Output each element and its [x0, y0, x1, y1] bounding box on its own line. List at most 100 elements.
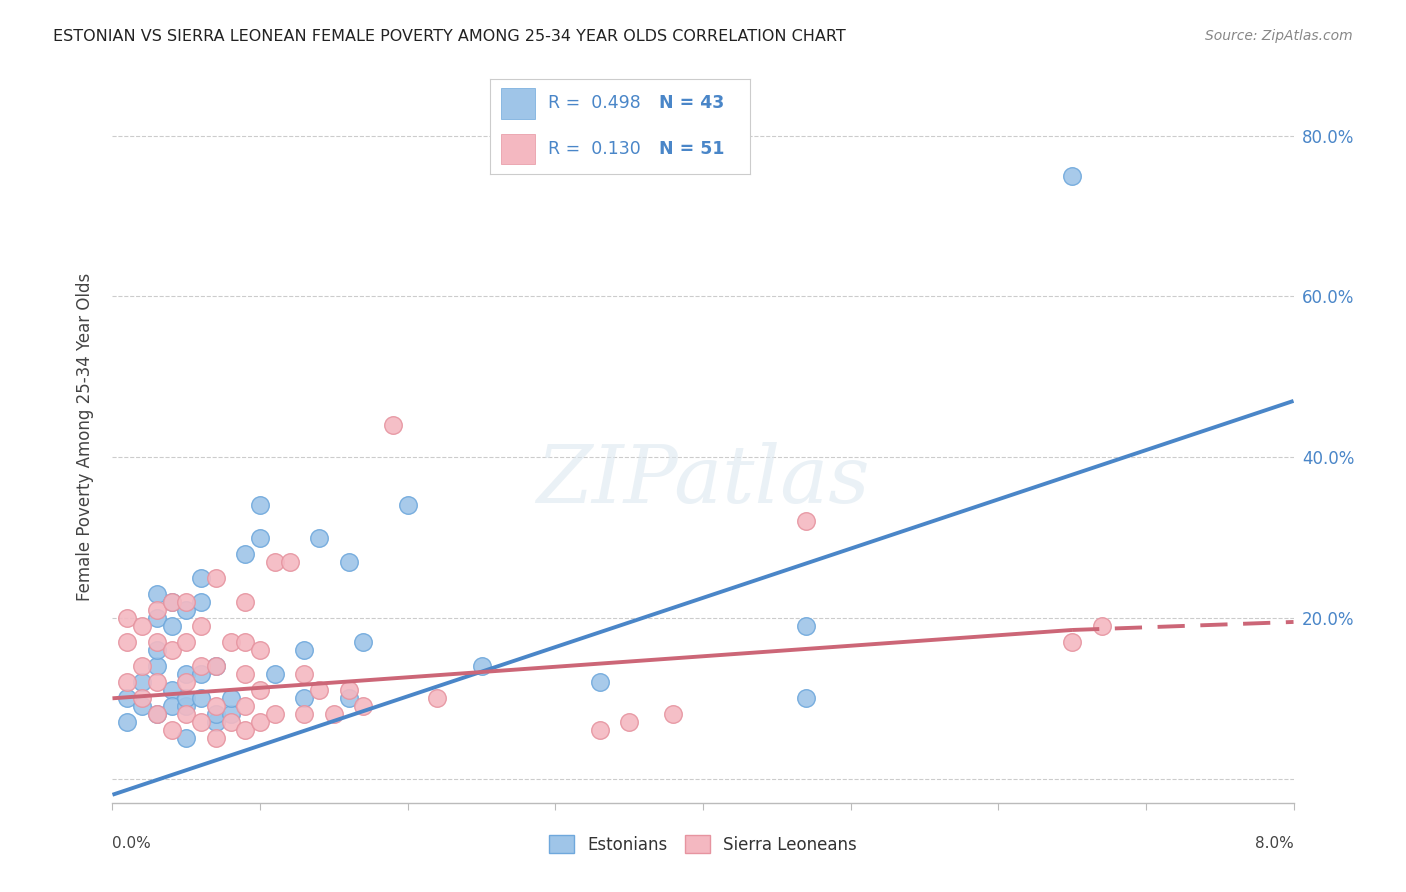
Point — [233, 723, 256, 738]
Y-axis label: Female Poverty Among 25-34 Year Olds: Female Poverty Among 25-34 Year Olds — [76, 273, 94, 601]
Point — [264, 555, 287, 569]
Point — [233, 635, 256, 649]
Point — [146, 587, 169, 601]
Point — [190, 659, 212, 673]
Point — [160, 595, 183, 609]
Point — [292, 691, 315, 706]
Point — [160, 723, 183, 738]
Text: 0.0%: 0.0% — [112, 836, 152, 851]
Point — [160, 595, 183, 609]
Point — [352, 635, 374, 649]
Point — [174, 731, 197, 746]
Point — [264, 707, 287, 722]
Point — [323, 707, 346, 722]
Point — [249, 715, 271, 730]
Point — [292, 643, 315, 657]
Point — [308, 683, 330, 698]
Point — [205, 731, 228, 746]
Point — [174, 699, 197, 714]
Point — [146, 643, 169, 657]
Point — [146, 659, 169, 673]
Point — [174, 675, 197, 690]
Point — [1062, 169, 1084, 183]
Point — [117, 691, 138, 706]
Point — [249, 499, 271, 513]
Point — [1091, 619, 1114, 633]
Point — [146, 611, 169, 625]
Point — [396, 499, 419, 513]
Point — [233, 667, 256, 681]
Point — [131, 691, 153, 706]
Point — [249, 531, 271, 545]
Point — [146, 707, 169, 722]
Point — [205, 715, 228, 730]
Point — [174, 707, 197, 722]
Point — [796, 619, 818, 633]
Point — [174, 635, 197, 649]
Point — [219, 707, 242, 722]
Point — [174, 603, 197, 617]
Point — [190, 571, 212, 585]
Point — [219, 691, 242, 706]
Point — [249, 683, 271, 698]
Point — [662, 707, 685, 722]
Point — [619, 715, 641, 730]
Point — [233, 547, 256, 561]
Point — [205, 571, 228, 585]
Point — [219, 715, 242, 730]
Point — [205, 659, 228, 673]
Point — [796, 691, 818, 706]
Point — [382, 417, 405, 432]
Point — [174, 691, 197, 706]
Point — [278, 555, 301, 569]
Point — [190, 667, 212, 681]
Text: ESTONIAN VS SIERRA LEONEAN FEMALE POVERTY AMONG 25-34 YEAR OLDS CORRELATION CHAR: ESTONIAN VS SIERRA LEONEAN FEMALE POVERT… — [53, 29, 846, 44]
Point — [174, 667, 197, 681]
Point — [588, 723, 610, 738]
Point — [337, 555, 360, 569]
Point — [308, 531, 330, 545]
Text: 8.0%: 8.0% — [1254, 836, 1294, 851]
Point — [588, 675, 610, 690]
Point — [796, 515, 818, 529]
Point — [292, 667, 315, 681]
Point — [190, 619, 212, 633]
Point — [117, 611, 138, 625]
Point — [160, 643, 183, 657]
Point — [352, 699, 374, 714]
Text: Source: ZipAtlas.com: Source: ZipAtlas.com — [1205, 29, 1353, 43]
Point — [219, 635, 242, 649]
Point — [233, 699, 256, 714]
Point — [205, 707, 228, 722]
Point — [205, 659, 228, 673]
Point — [146, 707, 169, 722]
Point — [292, 707, 315, 722]
Point — [190, 595, 212, 609]
Point — [160, 619, 183, 633]
Point — [337, 683, 360, 698]
Point — [117, 715, 138, 730]
Point — [264, 667, 287, 681]
Point — [426, 691, 449, 706]
Point — [233, 595, 256, 609]
Point — [146, 603, 169, 617]
Point — [174, 595, 197, 609]
Text: ZIPatlas: ZIPatlas — [536, 442, 870, 520]
Point — [160, 683, 183, 698]
Point — [190, 691, 212, 706]
Point — [249, 643, 271, 657]
Legend: Estonians, Sierra Leoneans: Estonians, Sierra Leoneans — [543, 829, 863, 860]
Point — [146, 635, 169, 649]
Point — [117, 675, 138, 690]
Point — [471, 659, 494, 673]
Point — [190, 715, 212, 730]
Point — [131, 619, 153, 633]
Point — [146, 675, 169, 690]
Point — [337, 691, 360, 706]
Point — [205, 699, 228, 714]
Point — [131, 659, 153, 673]
Point — [117, 635, 138, 649]
Point — [131, 699, 153, 714]
Point — [160, 699, 183, 714]
Point — [1062, 635, 1084, 649]
